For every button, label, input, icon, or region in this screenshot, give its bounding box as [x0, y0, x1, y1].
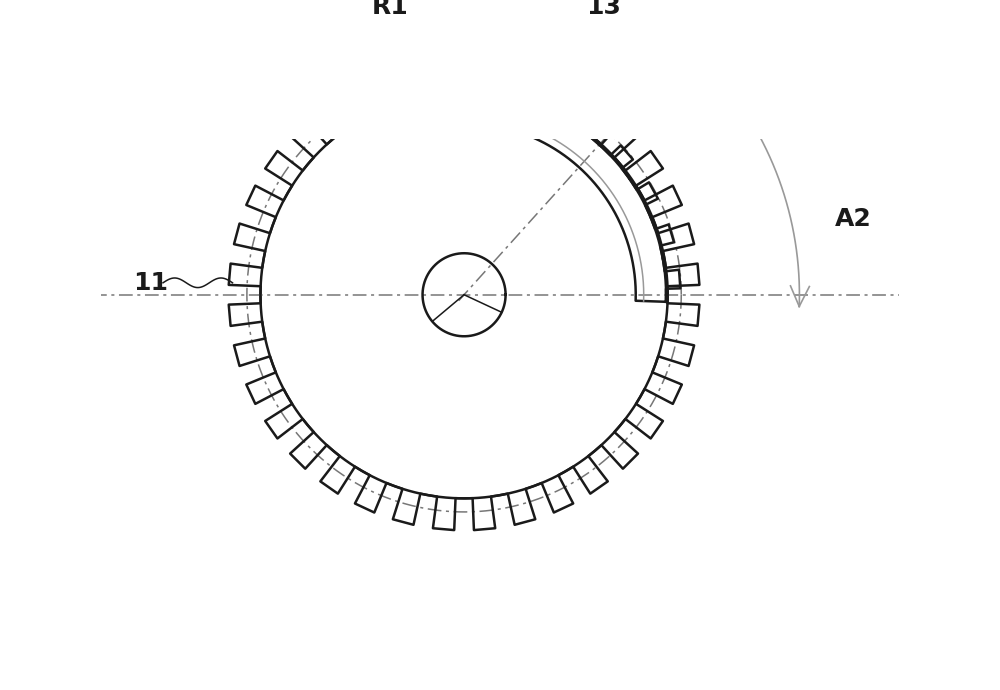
Text: A2: A2	[835, 207, 872, 231]
Text: 11: 11	[133, 270, 168, 295]
Text: 13: 13	[586, 0, 621, 19]
Text: R1: R1	[372, 0, 409, 19]
